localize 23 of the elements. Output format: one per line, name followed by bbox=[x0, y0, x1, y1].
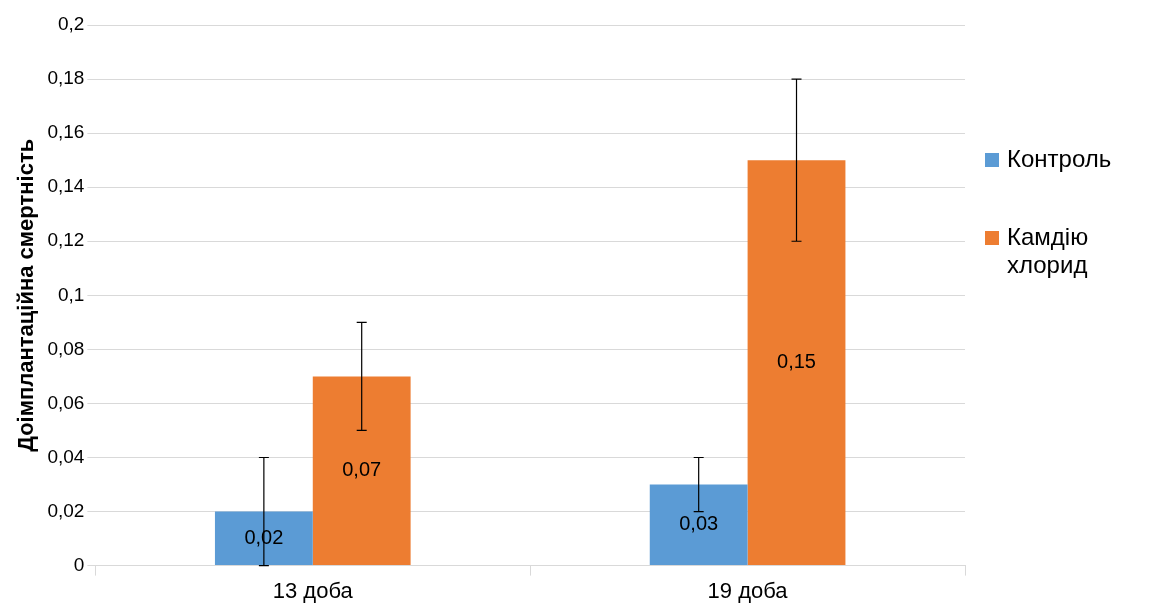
bar bbox=[312, 376, 411, 566]
y-tick-label: 0,14 bbox=[47, 175, 85, 197]
y-tick-label: 0,08 bbox=[47, 337, 85, 359]
bar bbox=[214, 511, 313, 566]
x-tick-label: 13 доба bbox=[272, 577, 354, 603]
y-tick-label: 0,1 bbox=[57, 283, 85, 305]
data-label: 0,03 bbox=[679, 512, 719, 535]
data-label: 0,07 bbox=[342, 458, 382, 481]
y-tick-label: 0,2 bbox=[57, 13, 85, 35]
x-tick-label: 19 доба bbox=[707, 577, 789, 603]
y-axis-title: Доімплантаційна смертність bbox=[13, 138, 39, 452]
y-tick-label: 0,12 bbox=[47, 229, 85, 251]
legend-label: Контроль bbox=[1007, 145, 1112, 173]
legend-label: Камдію хлорид bbox=[1007, 223, 1090, 279]
y-tick-label: 0,02 bbox=[47, 499, 85, 521]
bar bbox=[649, 484, 748, 566]
y-tick-label: 0,18 bbox=[47, 67, 85, 89]
bar bbox=[747, 160, 846, 566]
y-tick-label: 0 bbox=[73, 553, 85, 575]
y-tick-label: 0,04 bbox=[47, 445, 85, 467]
data-label: 0,15 bbox=[777, 350, 816, 373]
y-tick-label: 0,06 bbox=[47, 391, 85, 413]
y-tick-label: 0,16 bbox=[47, 121, 85, 143]
